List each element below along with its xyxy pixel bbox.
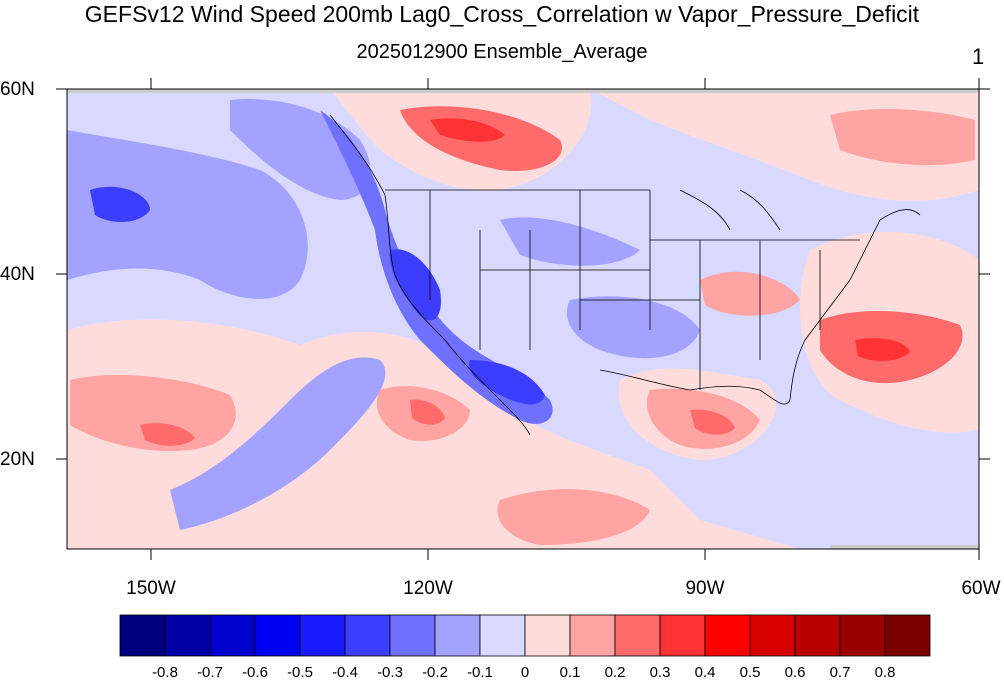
field-pacific-sub-max <box>410 399 445 425</box>
field-canada-max <box>430 118 505 142</box>
field-missing-bottom <box>830 545 979 549</box>
colorbar-swatch <box>614 614 661 657</box>
lat-label-20n: 20N <box>0 449 35 470</box>
colorbar-swatch <box>794 614 841 657</box>
colorbar-swatch <box>479 614 526 657</box>
west-coastline <box>329 114 531 436</box>
map-frame <box>66 88 980 550</box>
colorbar-tick-label: -0.8 <box>152 664 178 681</box>
field-pacific-negative <box>67 130 308 299</box>
colorbar-tick-label: 0.4 <box>694 664 716 681</box>
corner-label: 1 <box>972 44 985 69</box>
colorbar-swatch <box>704 614 751 657</box>
colorbar-swatch <box>389 614 436 657</box>
colorbar-tick-label: 0.6 <box>784 664 806 681</box>
correlation-field <box>67 89 979 549</box>
colorbar-tick-label: -0.2 <box>422 664 448 681</box>
colorbar-tick-label: -0.5 <box>287 664 313 681</box>
colorbar-swatch <box>254 614 301 657</box>
colorbar <box>119 614 931 657</box>
colorbar-tick-label: 0.1 <box>559 664 581 681</box>
colorbar-swatch <box>119 614 166 657</box>
field-atlantic-max <box>855 338 910 361</box>
lat-label-60n: 60N <box>0 79 35 100</box>
colorbar-tick-label: -0.7 <box>197 664 223 681</box>
field-subtropic-negative <box>170 357 386 530</box>
coastlines <box>329 114 921 436</box>
field-hawaii-max <box>140 423 195 446</box>
colorbar-tick-label: 0.3 <box>649 664 671 681</box>
field-westcoast-negative <box>320 110 553 424</box>
colorbar-tick-label: -0.6 <box>242 664 268 681</box>
colorbar-tick-label: 0.2 <box>604 664 626 681</box>
lon-label-150w: 150W <box>126 578 176 599</box>
lon-label-90w: 90W <box>685 578 725 599</box>
field-california-strong-negative <box>389 249 441 321</box>
east-gulf-coastline <box>599 209 921 405</box>
colorbar-swatch <box>164 614 211 657</box>
colorbar-tick-label: 0.5 <box>739 664 761 681</box>
colorbar-tick-label: 0.7 <box>829 664 851 681</box>
colorbar-tick-label: 0.8 <box>874 664 896 681</box>
colorbar-tick-label: -0.1 <box>467 664 493 681</box>
colorbar-swatch <box>524 614 571 657</box>
state-boundaries <box>385 189 860 390</box>
field-mexico-strong-negative <box>469 360 545 405</box>
colorbar-swatch <box>299 614 346 657</box>
colorbar-swatch <box>434 614 481 657</box>
colorbar-tick-label: -0.3 <box>377 664 403 681</box>
colorbar-swatch <box>569 614 616 657</box>
field-south-core <box>497 489 650 545</box>
colorbar-swatch <box>659 614 706 657</box>
field-missing-top <box>67 89 979 93</box>
lon-label-120w: 120W <box>403 578 453 599</box>
colorbar-swatch <box>749 614 796 657</box>
field-central-negative <box>566 296 700 359</box>
field-northeast-core <box>830 108 975 166</box>
lat-label-40n: 40N <box>0 264 35 285</box>
field-southeast-core <box>700 271 800 316</box>
map-subtitle: 2025012900 Ensemble_Average <box>356 41 648 63</box>
great-lakes <box>679 189 781 231</box>
field-hawaii-core <box>70 375 236 451</box>
lon-label-60w: 60W <box>961 578 1001 599</box>
field-pacific-strong-negative <box>90 186 150 222</box>
colorbar-tick-label: 0 <box>520 664 530 681</box>
axis-ticks <box>56 78 990 560</box>
field-plains-negative <box>500 217 640 266</box>
colorbar-swatch <box>839 614 886 657</box>
colorbar-swatch <box>884 614 931 657</box>
map-title: GEFSv12 Wind Speed 200mb Lag0_Cross_Corr… <box>84 1 920 27</box>
colorbar-swatch <box>344 614 391 657</box>
field-gulf-max <box>690 409 735 435</box>
colorbar-tick-label: -0.4 <box>332 664 358 681</box>
colorbar-swatch <box>209 614 256 657</box>
